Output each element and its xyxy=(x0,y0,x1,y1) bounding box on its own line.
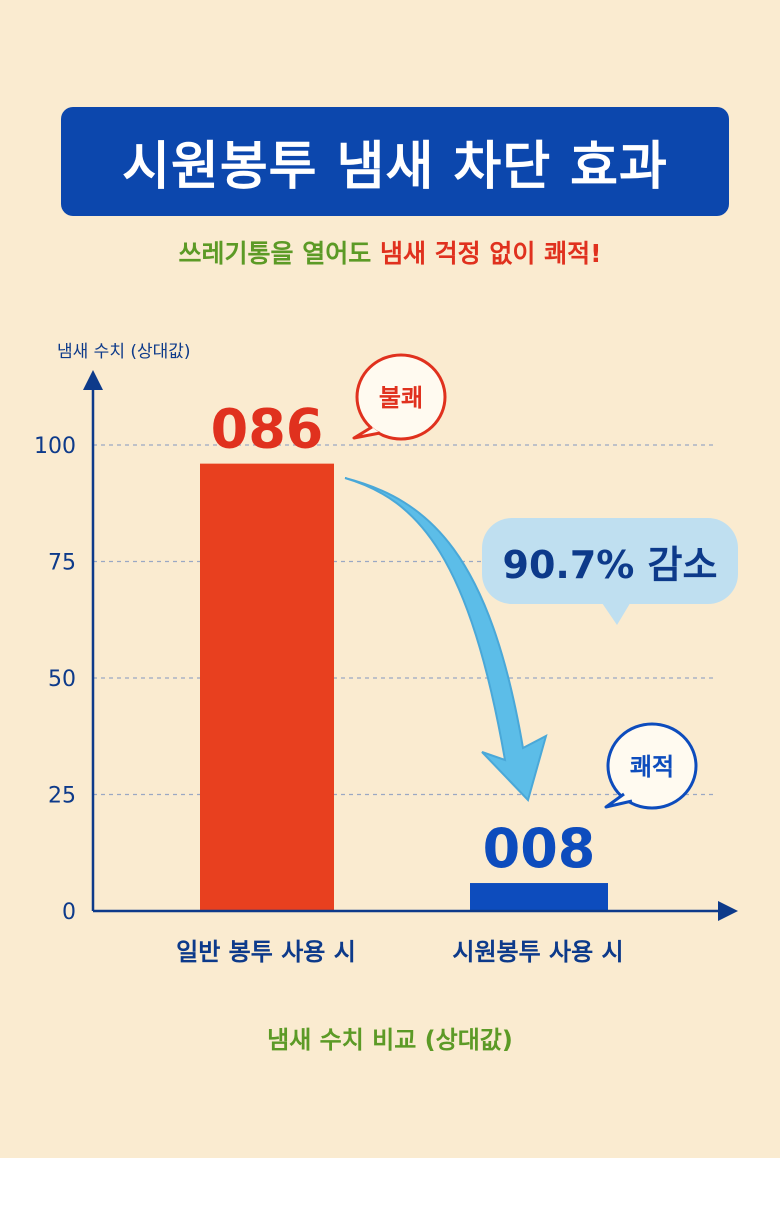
y-axis-label: 냄새 수치 (상대값) xyxy=(57,342,191,362)
reduction-arrow xyxy=(344,477,548,802)
subtitle: 쓰레기통을 열어도 냄새 걱정 없이 쾌적! xyxy=(0,234,780,274)
subtitle-part-1: 쓰레기통을 열어도 xyxy=(178,239,380,268)
bubble-bad: 불쾌 xyxy=(352,353,447,441)
chart-title: 시원봉투 냄새 차단 효과 xyxy=(122,137,668,197)
x-axis-label: 냄새 수치 비교 (상대값) xyxy=(267,1026,513,1054)
reduction-bubble: 90.7% 감소 xyxy=(482,518,738,625)
bubble-bad-label: 불쾌 xyxy=(379,384,423,412)
x-category-label: 시원봉투 사용 시 xyxy=(452,938,623,966)
x-category-label: 일반 봉투 사용 시 xyxy=(176,938,356,966)
bar xyxy=(470,883,608,911)
bar-chart: 0 25 50 75 100 냄새 수치 (상대값) 일반 봉투 사용 시 시원봉투 사용… xyxy=(34,342,738,1054)
bubble-good: 쾌적 xyxy=(604,722,698,810)
x-category-labels: 일반 봉투 사용 시 시원봉투 사용 시 xyxy=(176,938,623,966)
y-tick-label: 0 xyxy=(62,900,76,925)
subtitle-part-2: 냄새 걱정 없이 쾌적! xyxy=(379,239,602,268)
reduction-label: 90.7% 감소 xyxy=(503,543,718,587)
y-tick-label: 50 xyxy=(48,667,76,692)
value-labels: 086 008 xyxy=(211,398,596,880)
title-banner: 시원봉투 냄새 차단 효과 xyxy=(61,107,729,216)
bubble-good-label: 쾌적 xyxy=(630,753,674,781)
y-tick-label: 100 xyxy=(34,434,76,459)
y-tick-label: 75 xyxy=(48,551,76,576)
bar xyxy=(200,463,334,911)
y-tick-label: 25 xyxy=(48,784,76,809)
bars xyxy=(200,463,608,911)
bar-value-label: 086 xyxy=(211,398,324,461)
axes xyxy=(83,370,738,921)
bar-value-label: 008 xyxy=(483,817,596,880)
y-tick-labels: 0 25 50 75 100 xyxy=(34,434,76,925)
